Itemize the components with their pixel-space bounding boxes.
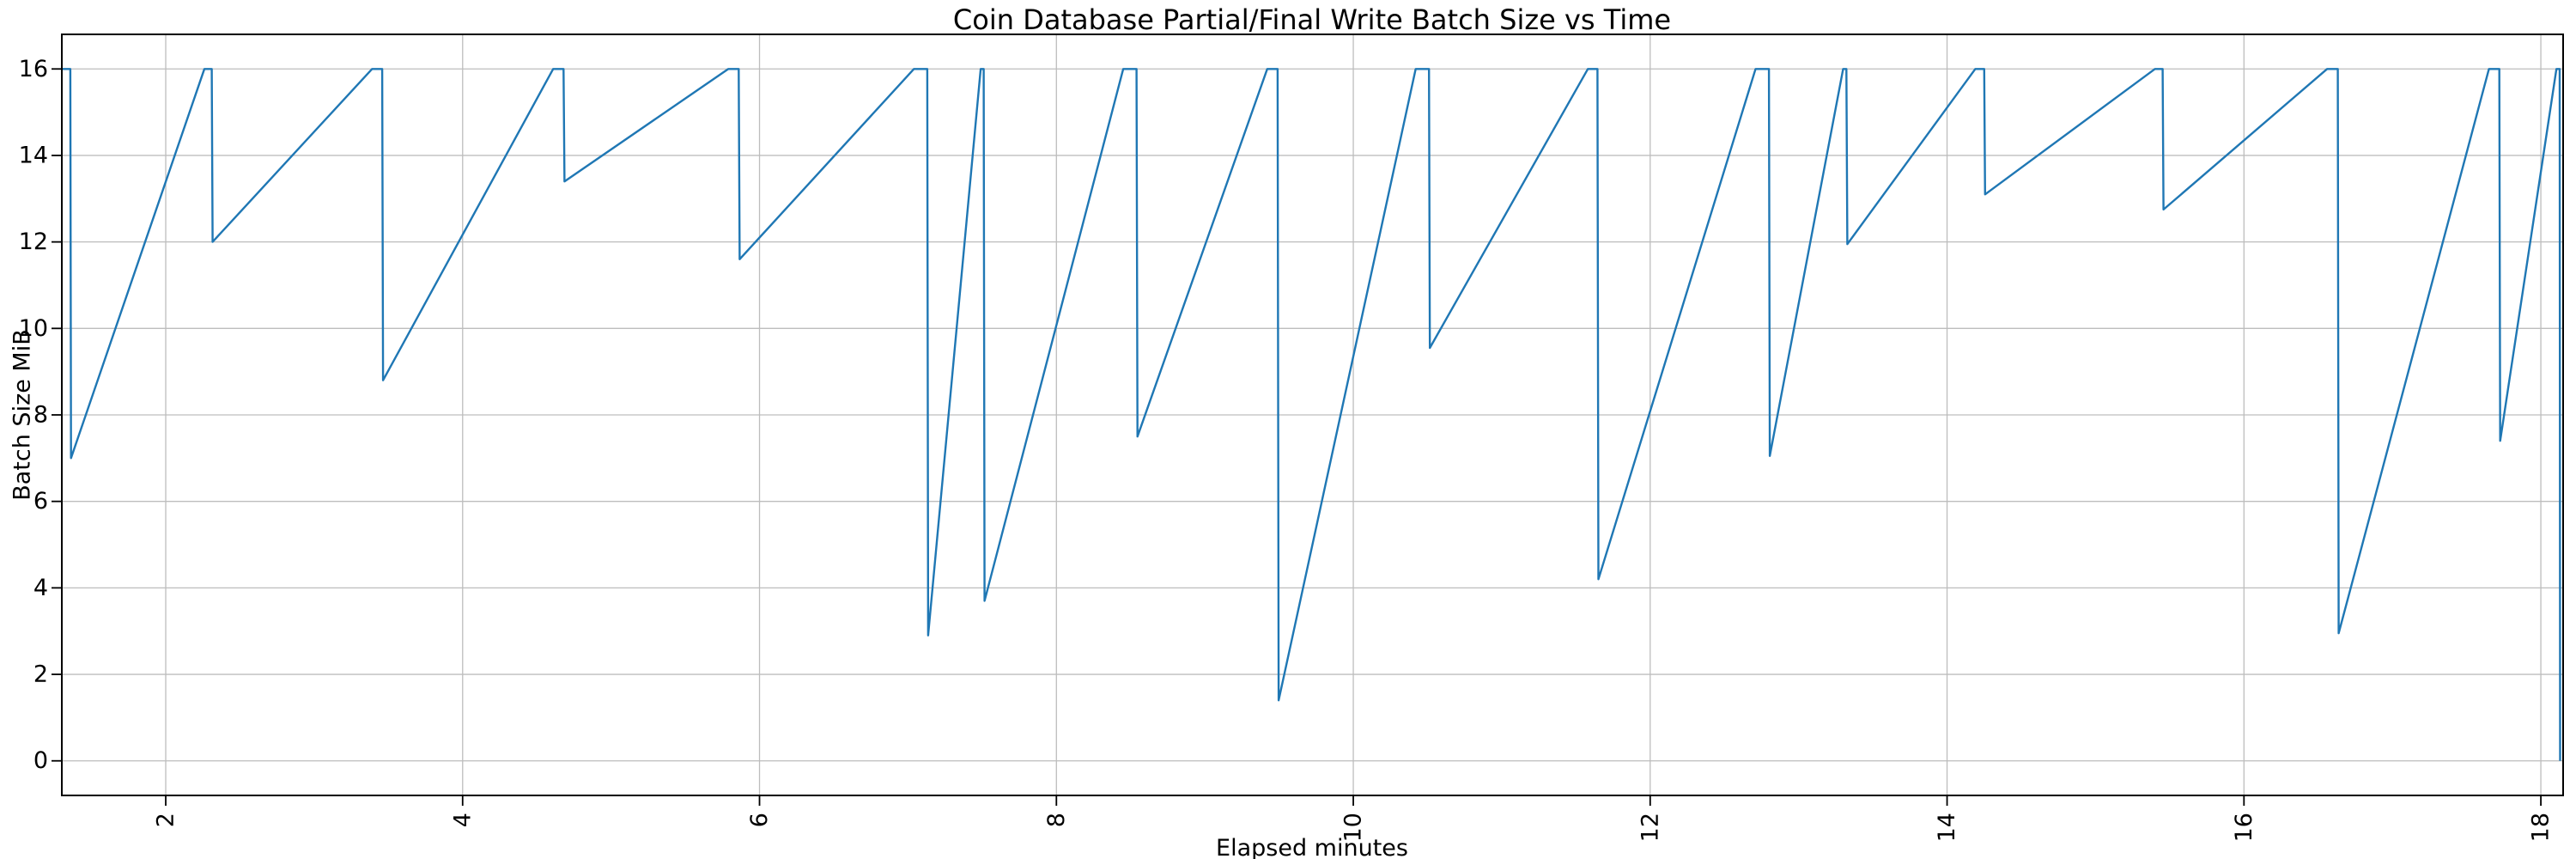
y-tick-label: 6 bbox=[33, 488, 48, 515]
chart-title: Coin Database Partial/Final Write Batch … bbox=[952, 3, 1672, 36]
y-tick-label: 14 bbox=[19, 142, 48, 168]
x-tick-label: 18 bbox=[2528, 813, 2555, 842]
y-tick-label: 0 bbox=[33, 747, 48, 774]
x-tick-label: 4 bbox=[449, 813, 476, 827]
y-tick-label: 8 bbox=[33, 402, 48, 429]
y-tick-label: 4 bbox=[33, 575, 48, 601]
x-axis-label: Elapsed minutes bbox=[1216, 835, 1408, 859]
y-tick-label: 16 bbox=[19, 56, 48, 82]
y-tick-label: 2 bbox=[33, 661, 48, 688]
y-axis-label: Batch Size MiB bbox=[9, 329, 36, 501]
x-tick-label: 10 bbox=[1340, 813, 1367, 842]
x-tick-label: 8 bbox=[1043, 813, 1070, 827]
y-tick-label: 12 bbox=[19, 228, 48, 255]
y-tick-label: 10 bbox=[19, 315, 48, 342]
x-tick-label: 16 bbox=[2231, 813, 2257, 842]
x-tick-label: 12 bbox=[1637, 813, 1663, 842]
x-tick-label: 6 bbox=[746, 813, 773, 827]
batch-size-line bbox=[62, 68, 2561, 761]
x-tick-label: 2 bbox=[153, 813, 179, 827]
x-tick-label: 14 bbox=[1934, 813, 1960, 842]
